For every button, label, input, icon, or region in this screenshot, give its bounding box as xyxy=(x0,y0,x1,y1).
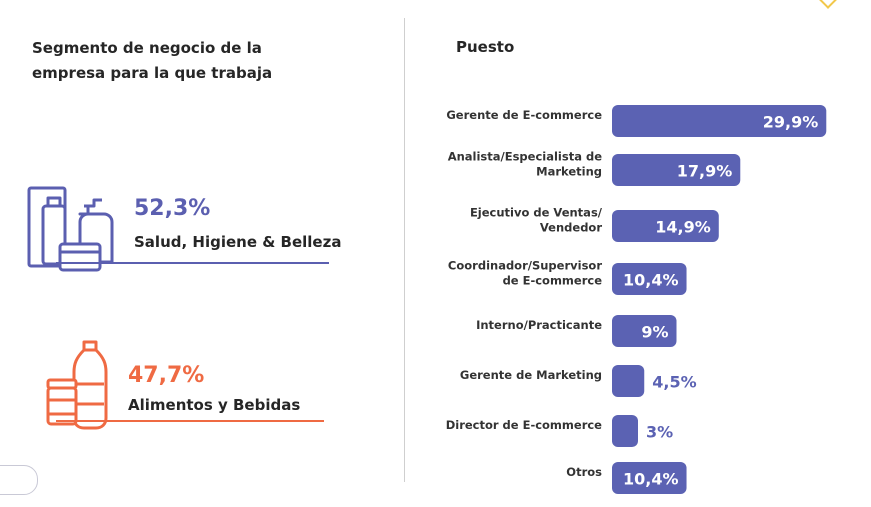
segment-underline xyxy=(56,262,329,264)
food-bottle-jar-icon xyxy=(46,340,108,430)
bar-value-label: 10,4% xyxy=(623,271,679,290)
scroll-pill xyxy=(0,465,38,495)
bar-0 xyxy=(612,105,827,137)
bar-1 xyxy=(612,154,741,186)
bar-value-label: 4,5% xyxy=(652,373,696,392)
segment-title: Segmento de negocio de la empresa para l… xyxy=(32,39,273,82)
bar-4 xyxy=(612,315,677,347)
category-label: Vendedor xyxy=(540,221,602,235)
segment-underline xyxy=(56,420,324,422)
segment-percent: 47,7% xyxy=(128,363,205,388)
bar-7 xyxy=(612,462,687,494)
category-label: Director de E-commerce xyxy=(446,418,602,432)
category-label: Interno/Practicante xyxy=(476,318,602,332)
segment-label: Alimentos y Bebidas xyxy=(128,396,301,414)
bar-6 xyxy=(612,415,638,447)
category-label: Gerente de Marketing xyxy=(460,368,602,382)
category-label: Ejecutivo de Ventas/ xyxy=(470,206,603,220)
bar-value-label: 9% xyxy=(641,323,668,342)
bar-value-label: 10,4% xyxy=(623,470,679,489)
category-label: Gerente de E-commerce xyxy=(446,108,602,122)
bar-3 xyxy=(612,263,687,295)
bar-value-label: 29,9% xyxy=(763,113,819,132)
category-label: Marketing xyxy=(536,165,602,179)
bar-value-label: 3% xyxy=(646,423,673,442)
bar-5 xyxy=(612,365,645,397)
bar-value-label: 17,9% xyxy=(677,162,733,181)
category-label: de E-commerce xyxy=(503,274,603,288)
chart-title: Puesto xyxy=(456,38,515,56)
panel-divider xyxy=(404,18,405,482)
bar-2 xyxy=(612,210,719,242)
category-label: Analista/Especialista de xyxy=(448,150,603,164)
category-label: Otros xyxy=(566,465,602,479)
category-label: Coordinador/Supervisor xyxy=(448,259,602,273)
bar-value-label: 14,9% xyxy=(655,218,711,237)
segment-label: Salud, Higiene & Belleza xyxy=(134,233,342,251)
segment-percent: 52,3% xyxy=(134,196,211,221)
